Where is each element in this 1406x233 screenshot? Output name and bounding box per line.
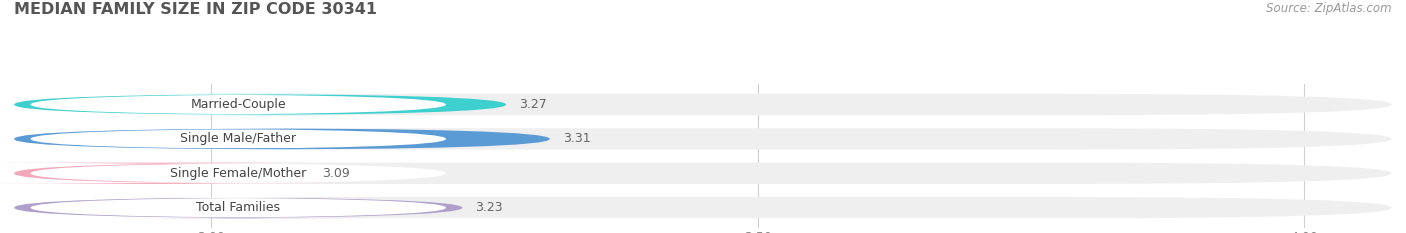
FancyBboxPatch shape (31, 129, 446, 149)
Text: 3.31: 3.31 (562, 132, 591, 145)
Text: 3.09: 3.09 (322, 167, 350, 180)
FancyBboxPatch shape (31, 198, 446, 218)
Text: Married-Couple: Married-Couple (190, 98, 285, 111)
FancyBboxPatch shape (14, 94, 1392, 115)
FancyBboxPatch shape (14, 163, 1392, 184)
FancyBboxPatch shape (31, 163, 446, 183)
Text: 3.23: 3.23 (475, 201, 503, 214)
Text: Source: ZipAtlas.com: Source: ZipAtlas.com (1267, 2, 1392, 15)
Text: Single Male/Father: Single Male/Father (180, 132, 297, 145)
FancyBboxPatch shape (14, 128, 1392, 150)
Text: Total Families: Total Families (197, 201, 280, 214)
FancyBboxPatch shape (14, 128, 550, 150)
FancyBboxPatch shape (14, 197, 1392, 218)
FancyBboxPatch shape (0, 163, 353, 184)
FancyBboxPatch shape (31, 94, 446, 115)
Text: MEDIAN FAMILY SIZE IN ZIP CODE 30341: MEDIAN FAMILY SIZE IN ZIP CODE 30341 (14, 2, 377, 17)
FancyBboxPatch shape (14, 94, 506, 115)
Text: Single Female/Mother: Single Female/Mother (170, 167, 307, 180)
FancyBboxPatch shape (14, 197, 463, 218)
Text: 3.27: 3.27 (519, 98, 547, 111)
